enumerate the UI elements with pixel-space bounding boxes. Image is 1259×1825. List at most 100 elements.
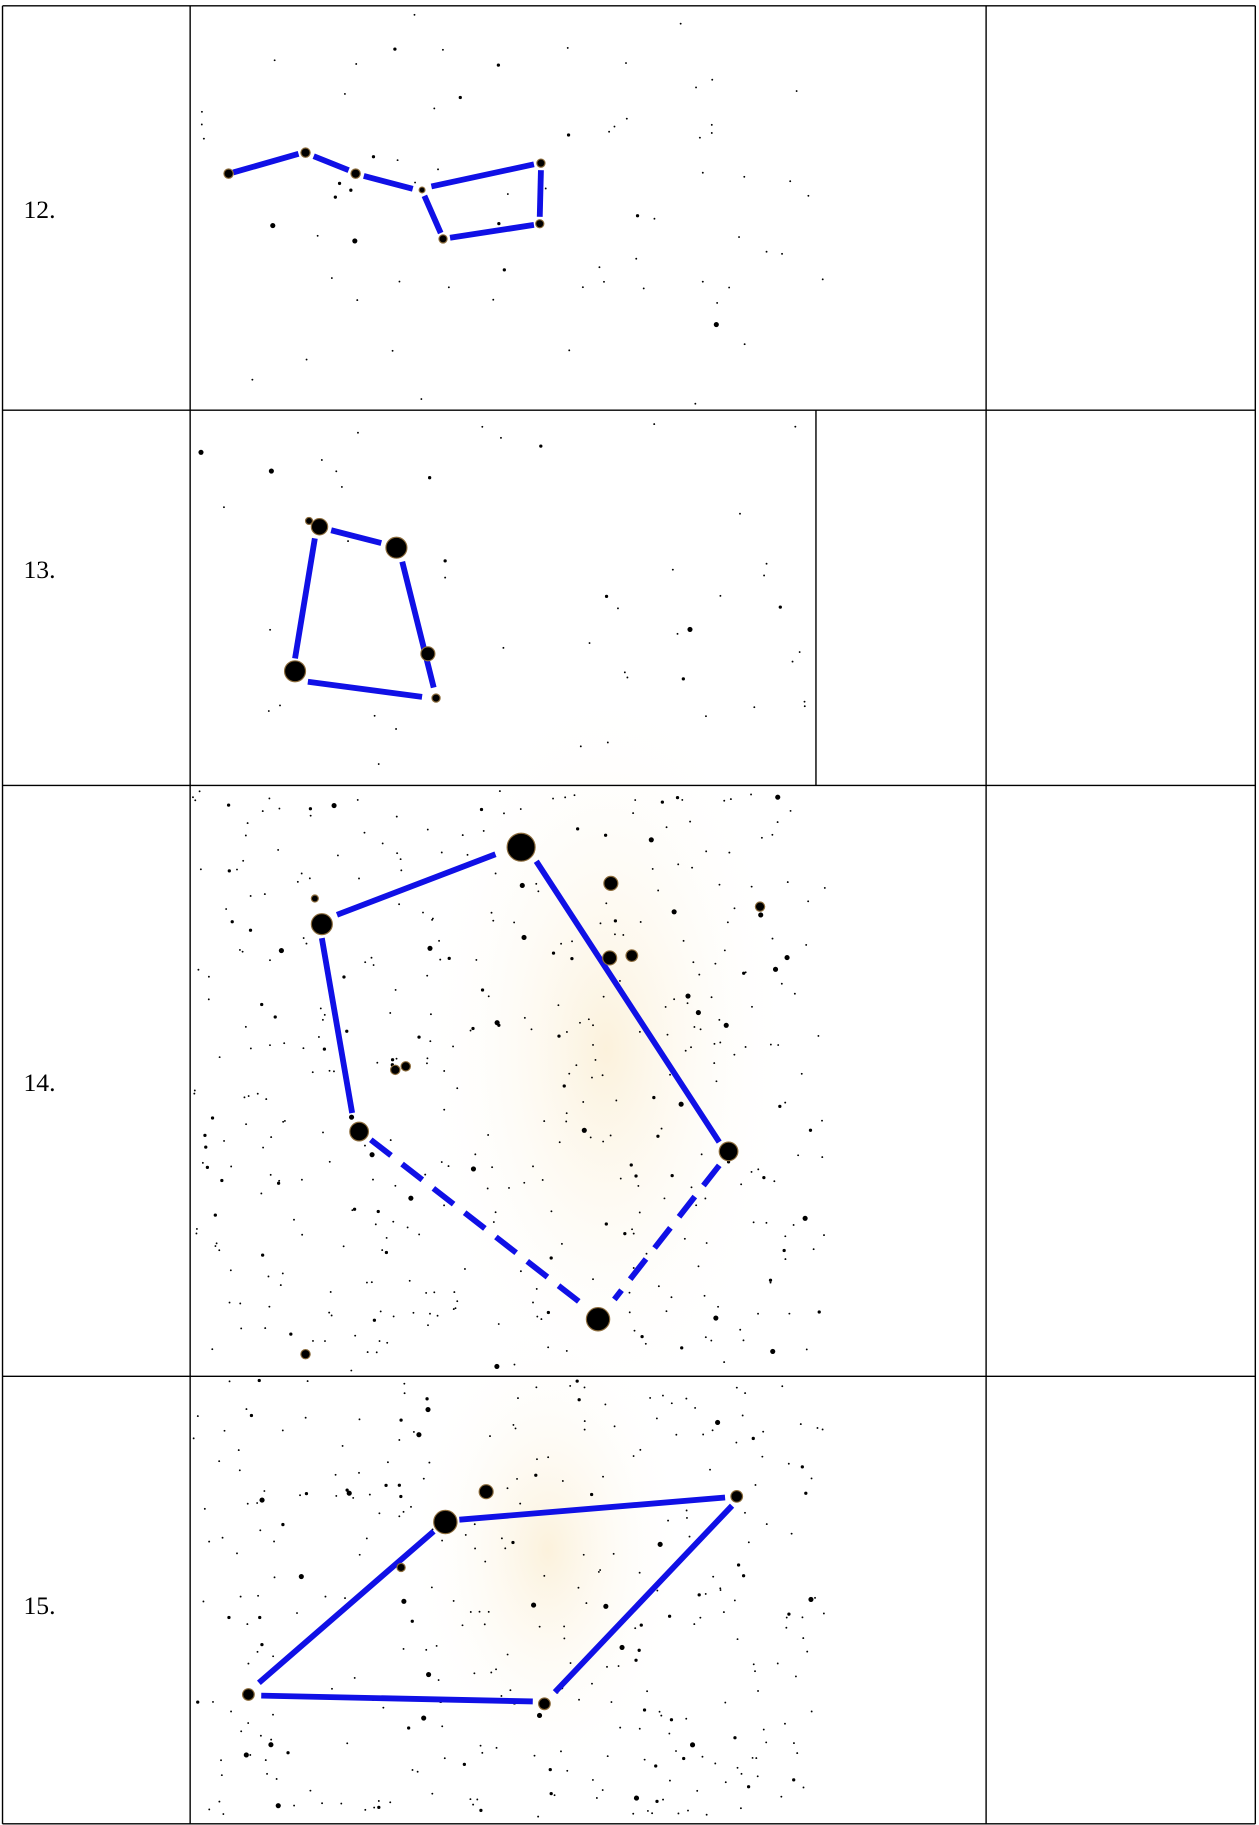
- star: [625, 949, 639, 963]
- background-star: [215, 1242, 218, 1245]
- background-star: [211, 1348, 214, 1351]
- background-star: [569, 1662, 572, 1664]
- background-star: [281, 1522, 285, 1527]
- background-star: [711, 78, 714, 81]
- background-star: [670, 1174, 674, 1178]
- background-star: [204, 1145, 208, 1149]
- background-star: [373, 1806, 376, 1809]
- background-star: [740, 1772, 743, 1775]
- background-star: [589, 1492, 594, 1497]
- background-star: [245, 1123, 248, 1126]
- background-star: [629, 1163, 633, 1167]
- background-star: [793, 1742, 795, 1745]
- background-star: [516, 1477, 518, 1480]
- background-star: [765, 562, 768, 565]
- background-star: [747, 1541, 750, 1544]
- background-star: [399, 858, 402, 861]
- background-star: [470, 1166, 477, 1172]
- background-star: [464, 1534, 467, 1536]
- background-star: [506, 1487, 509, 1490]
- background-star: [402, 1510, 405, 1513]
- background-star: [723, 799, 726, 802]
- background-star: [358, 1418, 361, 1421]
- background-star: [503, 812, 505, 815]
- background-star: [792, 1778, 796, 1782]
- background-star: [427, 1324, 429, 1327]
- background-star: [793, 992, 796, 995]
- background-star: [238, 948, 241, 951]
- background-star: [634, 799, 637, 801]
- background-star: [701, 280, 704, 283]
- background-star: [577, 1398, 581, 1402]
- background-star: [426, 1671, 432, 1678]
- background-star: [733, 1736, 737, 1740]
- background-star: [614, 933, 616, 936]
- background-star: [717, 1305, 720, 1308]
- background-star: [207, 975, 210, 978]
- background-star: [543, 1120, 546, 1123]
- background-star: [268, 1742, 274, 1748]
- background-star: [536, 1458, 538, 1461]
- background-star: [550, 1210, 553, 1213]
- background-star: [537, 1815, 540, 1818]
- background-star: [794, 1675, 797, 1678]
- background-star: [437, 1679, 440, 1681]
- background-star: [251, 378, 254, 381]
- background-star: [203, 1133, 207, 1137]
- background-star: [487, 995, 490, 998]
- background-star: [223, 1429, 226, 1432]
- background-star: [604, 594, 609, 598]
- background-star: [792, 1224, 795, 1226]
- background-star: [805, 1348, 808, 1351]
- background-star: [399, 1494, 403, 1499]
- background-star: [797, 1154, 800, 1157]
- background-star: [418, 1233, 421, 1236]
- background-star: [473, 1672, 476, 1675]
- background-star: [713, 1062, 716, 1065]
- background-star: [208, 1808, 211, 1811]
- background-star: [392, 1220, 395, 1223]
- background-star: [366, 1351, 369, 1354]
- background-star: [458, 95, 462, 100]
- background-star: [323, 1013, 326, 1016]
- background-star: [277, 848, 280, 851]
- background-star: [259, 1497, 265, 1503]
- background-star: [617, 607, 619, 610]
- background-star: [710, 132, 713, 134]
- background-star: [660, 800, 664, 804]
- background-star: [686, 1516, 688, 1519]
- background-star: [728, 851, 731, 854]
- background-star: [604, 1403, 607, 1406]
- background-star: [305, 942, 308, 945]
- background-star: [651, 1812, 654, 1815]
- background-star: [365, 1537, 368, 1540]
- background-star: [389, 1801, 392, 1804]
- background-star: [575, 1379, 579, 1383]
- background-star: [408, 1195, 414, 1201]
- background-star: [781, 252, 783, 255]
- background-star: [424, 1173, 427, 1176]
- background-star: [634, 1174, 638, 1178]
- background-star: [519, 882, 525, 889]
- background-star: [487, 1134, 490, 1136]
- background-star: [589, 1136, 592, 1139]
- background-star: [784, 1235, 787, 1238]
- background-star: [279, 704, 281, 707]
- background-star: [492, 298, 495, 301]
- background-star: [782, 1248, 786, 1253]
- background-star: [484, 1560, 487, 1563]
- background-star: [452, 1045, 454, 1048]
- background-star: [699, 1028, 702, 1031]
- star: [536, 158, 546, 168]
- background-star: [192, 1437, 195, 1440]
- background-star: [334, 1473, 337, 1476]
- background-star: [230, 1165, 233, 1168]
- background-star: [519, 1502, 522, 1505]
- background-star: [342, 1245, 345, 1248]
- background-star: [480, 988, 485, 992]
- background-star: [462, 1762, 466, 1767]
- star: [754, 901, 766, 912]
- background-star: [592, 1024, 594, 1027]
- star: [310, 894, 319, 903]
